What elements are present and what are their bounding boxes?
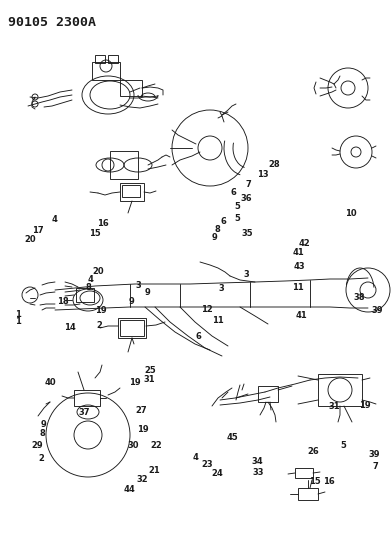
Text: 14: 14 xyxy=(64,323,75,332)
Text: 9: 9 xyxy=(145,288,151,296)
Bar xyxy=(118,318,146,338)
Text: 5: 5 xyxy=(340,441,346,450)
Text: 41: 41 xyxy=(295,311,307,320)
Text: 23: 23 xyxy=(201,461,213,469)
Text: 36: 36 xyxy=(240,194,252,203)
Text: 32: 32 xyxy=(137,475,149,484)
Bar xyxy=(76,288,94,302)
Text: 18: 18 xyxy=(57,297,69,306)
Text: 5: 5 xyxy=(234,203,240,211)
Text: 7: 7 xyxy=(246,180,251,189)
Text: 8: 8 xyxy=(85,284,91,292)
Text: 26: 26 xyxy=(307,448,319,456)
Text: 2: 2 xyxy=(97,321,103,329)
Text: 35: 35 xyxy=(241,229,253,238)
Text: 43: 43 xyxy=(293,262,305,271)
Text: 39: 39 xyxy=(369,450,380,458)
Text: 6: 6 xyxy=(221,217,227,226)
Bar xyxy=(74,390,100,406)
Text: 33: 33 xyxy=(252,468,264,477)
Text: 11: 11 xyxy=(212,317,224,325)
Bar xyxy=(108,55,118,63)
Text: 34: 34 xyxy=(251,457,263,466)
Bar xyxy=(95,55,105,63)
Text: 3: 3 xyxy=(244,270,249,279)
Bar xyxy=(298,488,318,500)
Bar xyxy=(318,374,362,406)
Text: 29: 29 xyxy=(31,441,43,450)
Text: 7: 7 xyxy=(373,463,378,471)
Text: 17: 17 xyxy=(32,226,43,235)
Text: 4: 4 xyxy=(52,215,58,224)
Bar xyxy=(92,62,120,80)
Text: 1: 1 xyxy=(14,318,21,326)
Text: 12: 12 xyxy=(201,305,212,313)
Text: 9: 9 xyxy=(129,297,135,306)
Text: 8: 8 xyxy=(214,225,220,233)
Text: 44: 44 xyxy=(123,485,135,494)
Text: 19: 19 xyxy=(95,306,107,314)
Text: 6: 6 xyxy=(196,333,202,341)
Text: 19: 19 xyxy=(359,401,371,409)
Text: 15: 15 xyxy=(89,229,100,238)
Text: 90105 2300A: 90105 2300A xyxy=(8,16,96,29)
Text: 19: 19 xyxy=(129,378,141,387)
Text: 16: 16 xyxy=(323,478,334,486)
Text: 8: 8 xyxy=(39,429,45,438)
Bar xyxy=(295,468,313,478)
Text: 6: 6 xyxy=(231,189,237,197)
Text: 9: 9 xyxy=(40,420,46,429)
Text: 24: 24 xyxy=(211,469,223,478)
Bar xyxy=(110,151,138,179)
Text: 21: 21 xyxy=(149,466,160,474)
Bar xyxy=(120,183,144,201)
Text: 22: 22 xyxy=(151,441,162,450)
Text: 9: 9 xyxy=(212,233,217,242)
Text: 10: 10 xyxy=(345,209,357,217)
Text: 31: 31 xyxy=(143,375,155,384)
Bar xyxy=(258,386,278,402)
Bar xyxy=(120,80,142,96)
Text: 39: 39 xyxy=(371,306,383,314)
Text: 27: 27 xyxy=(135,406,147,415)
Text: 25: 25 xyxy=(145,367,156,375)
Text: 3: 3 xyxy=(218,285,224,293)
Text: 40: 40 xyxy=(44,378,56,387)
Text: 41: 41 xyxy=(292,248,304,257)
Text: 1: 1 xyxy=(14,310,21,319)
Text: 37: 37 xyxy=(78,408,90,417)
Text: 4: 4 xyxy=(192,453,199,462)
Text: 38: 38 xyxy=(354,293,366,302)
Text: 30: 30 xyxy=(127,441,139,450)
Text: 11: 11 xyxy=(292,284,304,292)
Bar xyxy=(120,320,144,336)
Text: 31: 31 xyxy=(329,402,341,410)
Bar xyxy=(122,185,140,197)
Text: 5: 5 xyxy=(235,214,241,223)
Text: 19: 19 xyxy=(137,425,149,434)
Text: 15: 15 xyxy=(309,478,321,486)
Text: 16: 16 xyxy=(97,220,108,228)
Text: 13: 13 xyxy=(257,171,269,179)
Text: 3: 3 xyxy=(136,281,142,290)
Text: 4: 4 xyxy=(88,275,94,284)
Text: 20: 20 xyxy=(25,236,36,244)
Text: 2: 2 xyxy=(38,454,44,463)
Text: 45: 45 xyxy=(227,433,239,441)
Text: 42: 42 xyxy=(298,239,310,247)
Text: 28: 28 xyxy=(268,160,280,168)
Text: 20: 20 xyxy=(93,268,104,276)
